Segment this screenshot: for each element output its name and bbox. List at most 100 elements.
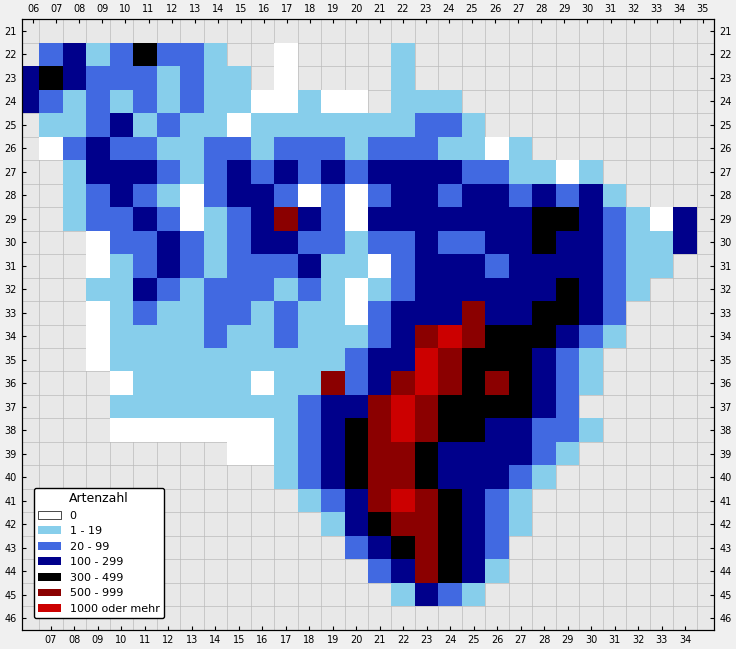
Bar bbox=[110, 419, 133, 442]
Bar bbox=[297, 160, 321, 184]
Bar bbox=[579, 254, 603, 278]
Bar bbox=[344, 489, 368, 513]
Bar bbox=[368, 419, 392, 442]
Bar bbox=[486, 465, 509, 489]
Bar bbox=[509, 324, 532, 348]
Bar bbox=[86, 136, 110, 160]
Bar bbox=[439, 278, 462, 301]
Bar bbox=[86, 278, 110, 301]
Bar bbox=[250, 278, 274, 301]
Bar bbox=[133, 278, 157, 301]
Bar bbox=[439, 254, 462, 278]
Bar bbox=[392, 489, 415, 513]
Bar bbox=[86, 113, 110, 136]
Bar bbox=[344, 536, 368, 559]
Bar bbox=[486, 230, 509, 254]
Bar bbox=[415, 559, 439, 583]
Bar bbox=[297, 442, 321, 465]
Bar bbox=[110, 371, 133, 395]
Bar bbox=[392, 113, 415, 136]
Bar bbox=[415, 324, 439, 348]
Bar bbox=[603, 278, 626, 301]
Bar bbox=[110, 230, 133, 254]
Bar bbox=[415, 513, 439, 536]
Bar bbox=[439, 113, 462, 136]
Bar bbox=[650, 254, 673, 278]
Bar bbox=[157, 278, 180, 301]
Bar bbox=[368, 184, 392, 207]
Bar bbox=[204, 160, 227, 184]
Bar bbox=[392, 442, 415, 465]
Bar bbox=[556, 442, 579, 465]
Bar bbox=[180, 66, 204, 90]
Bar bbox=[297, 230, 321, 254]
Bar bbox=[462, 371, 486, 395]
Bar bbox=[204, 348, 227, 371]
Bar bbox=[344, 207, 368, 230]
Bar bbox=[392, 324, 415, 348]
Bar bbox=[297, 254, 321, 278]
Bar bbox=[626, 230, 650, 254]
Bar bbox=[439, 442, 462, 465]
Bar bbox=[439, 324, 462, 348]
Bar bbox=[532, 301, 556, 324]
Bar bbox=[392, 583, 415, 606]
Bar bbox=[368, 442, 392, 465]
Bar bbox=[509, 207, 532, 230]
Bar bbox=[250, 395, 274, 419]
Bar bbox=[250, 90, 274, 113]
Bar bbox=[250, 254, 274, 278]
Bar bbox=[227, 348, 250, 371]
Bar bbox=[603, 184, 626, 207]
Bar bbox=[368, 324, 392, 348]
Bar bbox=[157, 419, 180, 442]
Bar bbox=[344, 90, 368, 113]
Bar bbox=[462, 489, 486, 513]
Bar bbox=[297, 90, 321, 113]
Bar bbox=[392, 207, 415, 230]
Bar bbox=[509, 395, 532, 419]
Bar bbox=[86, 184, 110, 207]
Bar bbox=[157, 254, 180, 278]
Bar bbox=[603, 230, 626, 254]
Bar bbox=[297, 419, 321, 442]
Bar bbox=[462, 184, 486, 207]
Bar bbox=[157, 301, 180, 324]
Bar bbox=[486, 207, 509, 230]
Bar bbox=[274, 371, 297, 395]
Bar bbox=[392, 348, 415, 371]
Bar bbox=[250, 419, 274, 442]
Bar bbox=[392, 160, 415, 184]
Bar bbox=[274, 136, 297, 160]
Bar bbox=[392, 465, 415, 489]
Bar bbox=[439, 207, 462, 230]
Bar bbox=[110, 254, 133, 278]
Bar bbox=[274, 207, 297, 230]
Bar bbox=[368, 465, 392, 489]
Bar bbox=[415, 278, 439, 301]
Bar bbox=[86, 43, 110, 66]
Bar bbox=[110, 43, 133, 66]
Bar bbox=[556, 419, 579, 442]
Bar bbox=[250, 160, 274, 184]
Bar bbox=[321, 465, 344, 489]
Bar bbox=[133, 113, 157, 136]
Bar bbox=[227, 66, 250, 90]
Bar bbox=[297, 207, 321, 230]
Bar bbox=[321, 278, 344, 301]
Bar bbox=[110, 395, 133, 419]
Bar bbox=[415, 536, 439, 559]
Bar bbox=[509, 348, 532, 371]
Bar bbox=[86, 230, 110, 254]
Bar bbox=[368, 371, 392, 395]
Bar bbox=[486, 324, 509, 348]
Bar bbox=[110, 278, 133, 301]
Bar bbox=[556, 278, 579, 301]
Bar bbox=[227, 230, 250, 254]
Bar bbox=[63, 43, 86, 66]
Bar bbox=[39, 90, 63, 113]
Bar bbox=[274, 66, 297, 90]
Bar bbox=[462, 301, 486, 324]
Bar bbox=[297, 113, 321, 136]
Bar bbox=[227, 207, 250, 230]
